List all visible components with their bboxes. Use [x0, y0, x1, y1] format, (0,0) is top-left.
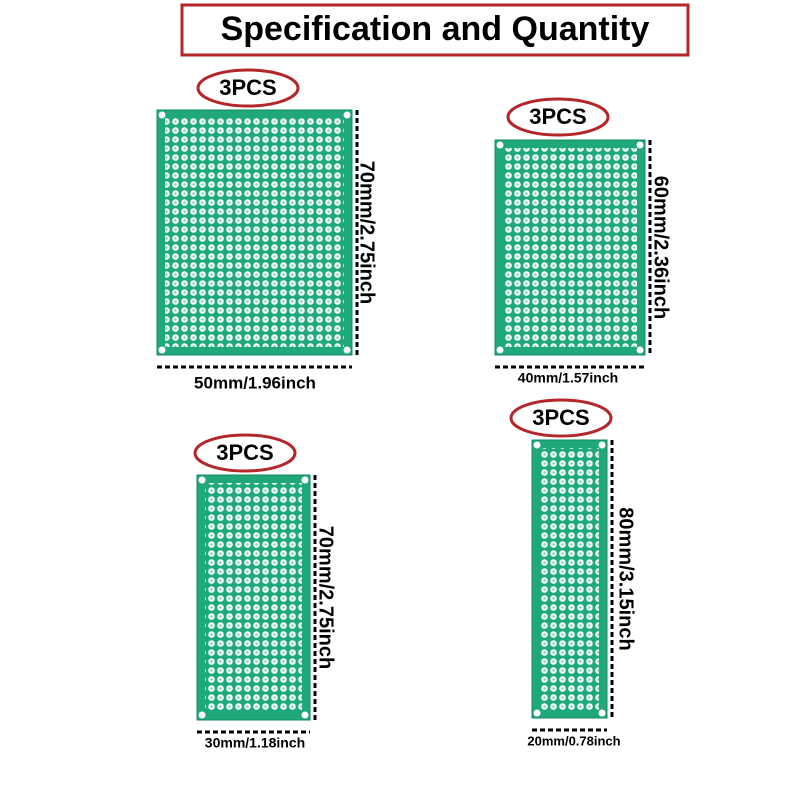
quantity-label: 3PCS: [216, 440, 273, 465]
mount-hole: [158, 346, 166, 354]
mount-hole: [636, 346, 644, 354]
mount-hole: [533, 441, 541, 449]
pcb-holes: [205, 483, 302, 712]
width-label: 30mm/1.18inch: [205, 735, 305, 751]
mount-hole: [198, 476, 206, 484]
pcb-holes: [165, 118, 344, 347]
width-label: 20mm/0.78inch: [527, 733, 620, 748]
title: Specification and Quantity: [221, 10, 650, 48]
height-label: 70mm/2.75inch: [356, 161, 378, 304]
height-label: 70mm/2.75inch: [315, 526, 337, 669]
quantity-badge: [193, 433, 297, 473]
mount-hole: [598, 441, 606, 449]
mount-hole: [301, 476, 309, 484]
quantity-badge: [506, 97, 610, 137]
pcb-holes: [540, 448, 599, 710]
width-label: 50mm/1.96inch: [194, 373, 316, 392]
pcb-holes: [503, 148, 637, 347]
mount-hole: [158, 111, 166, 119]
quantity-label: 3PCS: [532, 405, 589, 430]
mount-hole: [198, 711, 206, 719]
title-box: [180, 3, 690, 57]
quantity-badge: [196, 68, 300, 108]
height-label: 60mm/2.36inch: [650, 176, 672, 319]
mount-hole: [598, 709, 606, 717]
quantity-label: 3PCS: [219, 75, 276, 100]
width-label: 40mm/1.57inch: [518, 370, 618, 386]
mount-hole: [301, 711, 309, 719]
mount-hole: [343, 346, 351, 354]
quantity-label: 3PCS: [529, 104, 586, 129]
mount-hole: [496, 141, 504, 149]
mount-hole: [636, 141, 644, 149]
quantity-badge: [509, 398, 613, 438]
height-label: 80mm/3.15inch: [615, 507, 637, 650]
mount-hole: [343, 111, 351, 119]
mount-hole: [496, 346, 504, 354]
mount-hole: [533, 709, 541, 717]
